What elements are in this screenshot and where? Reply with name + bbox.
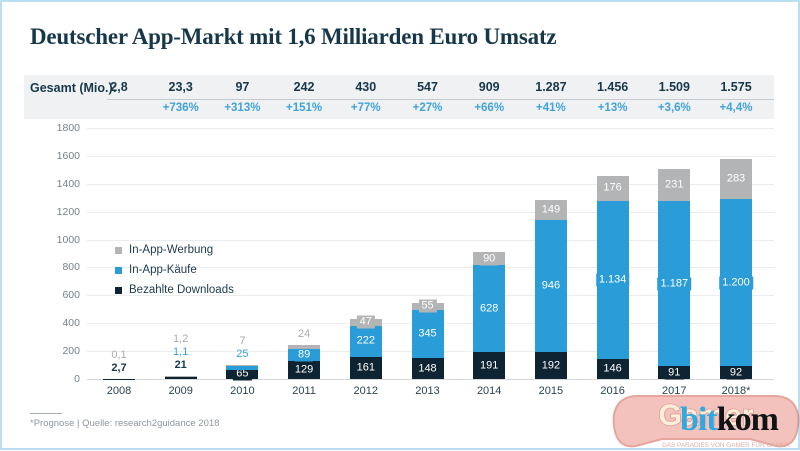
- bar-value-label: 91: [665, 366, 683, 379]
- bar-value-label: 1,1: [173, 346, 188, 359]
- growth-value-2017: +3,6%: [639, 102, 709, 114]
- legend-swatch-icon: [115, 267, 122, 274]
- bar-value-label: 2,7: [111, 362, 126, 375]
- y-axis-label: 1800: [40, 122, 80, 134]
- growth-value-2018*: +4,4%: [701, 102, 771, 114]
- x-axis-label-2013: 2013: [397, 385, 459, 397]
- legend-swatch-icon: [115, 247, 122, 254]
- y-axis-label: 800: [40, 261, 80, 273]
- bar-value-label: 191: [477, 359, 501, 372]
- bar-value-label: 161: [354, 361, 378, 374]
- growth-value-2015: +41%: [516, 102, 586, 114]
- bar-value-label: 149: [539, 203, 563, 216]
- bar-value-label: 129: [292, 364, 316, 377]
- total-value-2017: 1.509: [639, 80, 709, 94]
- legend-item: In-App-Werbung: [115, 244, 213, 256]
- watermark-tagline: DAS PARADIES VON GAMER FÜR GAMER: [662, 441, 790, 449]
- total-value-2010: 97: [207, 80, 277, 94]
- gridline: [87, 128, 774, 129]
- bar-value-label: 192: [539, 359, 563, 372]
- gridline: [87, 379, 774, 380]
- y-axis-label: 1200: [40, 206, 80, 218]
- total-value-2016: 1.456: [578, 80, 648, 94]
- bar-value-label: 55: [418, 300, 436, 313]
- x-axis-label-2011: 2011: [273, 385, 335, 397]
- total-value-2014: 909: [454, 80, 524, 94]
- growth-value-2012: +77%: [331, 102, 401, 114]
- bar-segment-2009: [165, 376, 197, 379]
- bar-value-label: 345: [415, 328, 439, 341]
- footnote: *Prognose | Quelle: research2guidance 20…: [30, 418, 219, 429]
- legend-swatch-icon: [115, 287, 122, 294]
- legend-label: In-App-Werbung: [129, 244, 213, 256]
- x-axis-label-2015: 2015: [520, 385, 582, 397]
- bar-value-label: 47: [357, 316, 375, 329]
- y-axis-label: 0: [40, 373, 80, 385]
- bar-value-label: 90: [480, 252, 498, 265]
- bar-value-label: 283: [724, 173, 748, 186]
- growth-value-2014: +66%: [454, 102, 524, 114]
- bitkom-logo-bit: bit: [680, 401, 717, 438]
- footnote-divider: [30, 413, 62, 414]
- totals-divider: [107, 99, 774, 100]
- bar-value-label: 946: [539, 280, 563, 293]
- bar-value-label: 25: [236, 348, 248, 361]
- total-value-2015: 1.287: [516, 80, 586, 94]
- bar-value-label: 1.187: [658, 277, 692, 290]
- x-axis-label-2009: 2009: [150, 385, 212, 397]
- legend-label: In-App-Käufe: [129, 264, 197, 276]
- total-value-2008: 2,8: [84, 80, 154, 94]
- y-axis-label: 400: [40, 317, 80, 329]
- bar-value-label: 21: [175, 359, 187, 372]
- bar-value-label: 628: [477, 302, 501, 315]
- y-axis-label: 600: [40, 289, 80, 301]
- x-axis-label-2008: 2008: [88, 385, 150, 397]
- y-axis-label: 1600: [40, 150, 80, 162]
- bar-value-label: 1.200: [719, 276, 753, 289]
- bar-above-labels: 24: [273, 328, 335, 341]
- total-value-2012: 430: [331, 80, 401, 94]
- bar-segment-2010: [226, 365, 258, 366]
- bar-segment-2011: [288, 345, 320, 348]
- legend-item: Bezahlte Downloads: [115, 284, 234, 296]
- bar-value-label: 24: [298, 328, 310, 341]
- bar-segment-2010: [226, 366, 258, 369]
- growth-value-2010: +313%: [207, 102, 277, 114]
- y-axis-label: 200: [40, 345, 80, 357]
- x-axis-label-2010: 2010: [211, 385, 273, 397]
- growth-value-2013: +27%: [393, 102, 463, 114]
- growth-value-2011: +151%: [269, 102, 339, 114]
- growth-value-2009: +736%: [146, 102, 216, 114]
- y-axis-label: 1000: [40, 234, 80, 246]
- x-axis-label-2014: 2014: [458, 385, 520, 397]
- gridline: [87, 156, 774, 157]
- bar-value-label: 146: [600, 362, 624, 375]
- bar-value-label: 89: [295, 348, 313, 361]
- bar-value-label: 222: [354, 335, 378, 348]
- page-title: Deutscher App-Markt mit 1,6 Milliarden E…: [30, 24, 556, 50]
- y-axis-label: 1400: [40, 178, 80, 190]
- bar-value-label: 176: [600, 182, 624, 195]
- legend-item: In-App-Käufe: [115, 264, 197, 276]
- bar-value-label: 92: [727, 366, 745, 379]
- bitkom-logo-kom: kom: [717, 401, 778, 438]
- bar-value-label: 231: [662, 178, 686, 191]
- bar-value-label: 0,1: [111, 349, 126, 362]
- total-value-2009: 23,3: [146, 80, 216, 94]
- growth-value-2016: +13%: [578, 102, 648, 114]
- bar-value-label: 7: [239, 335, 245, 348]
- bitkom-logo: bitkom: [680, 401, 778, 439]
- total-value-2018*: 1.575: [701, 80, 771, 94]
- total-value-2011: 242: [269, 80, 339, 94]
- total-value-2013: 547: [393, 80, 463, 94]
- bar-value-label: 148: [415, 362, 439, 375]
- bar-value-label: 1,2: [173, 333, 188, 346]
- legend-label: Bezahlte Downloads: [129, 284, 234, 296]
- bar-value-label: 1.134: [596, 273, 630, 286]
- x-axis-label-2012: 2012: [335, 385, 397, 397]
